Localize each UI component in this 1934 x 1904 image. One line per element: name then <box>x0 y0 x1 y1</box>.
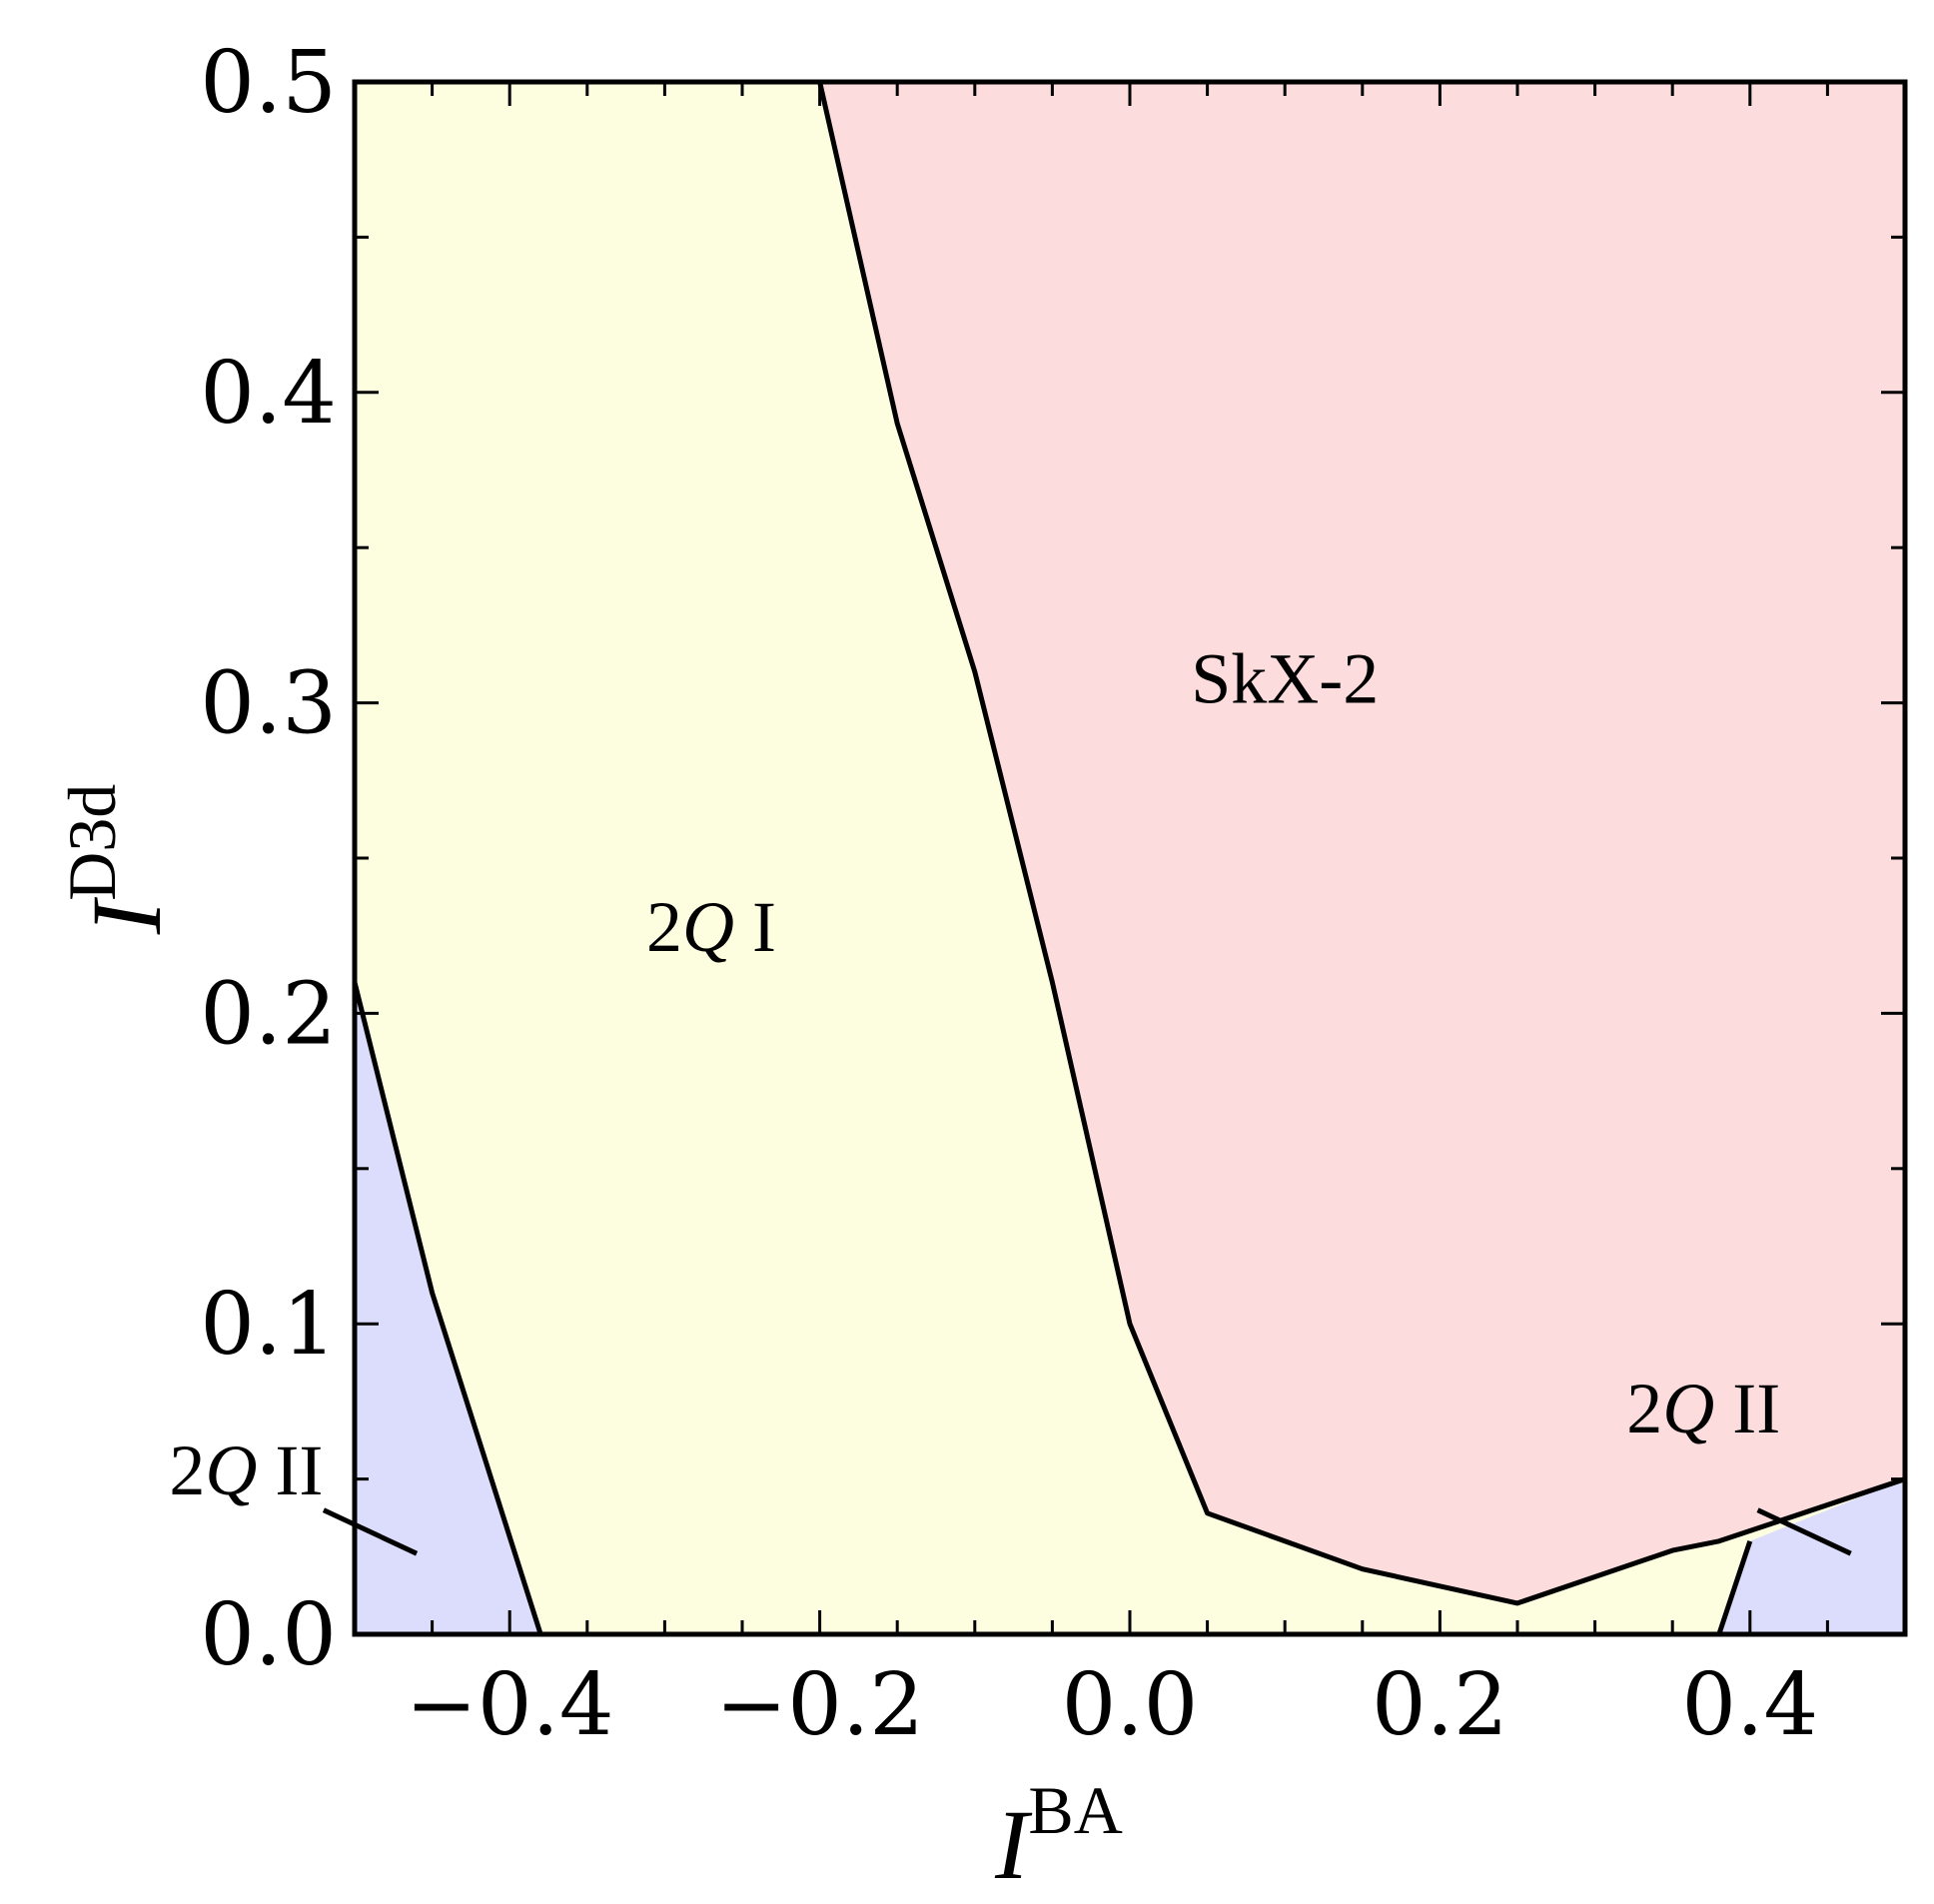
x-tick-label: 0.2 <box>1372 1655 1508 1755</box>
y-tick-label: 0.0 <box>200 1585 337 1685</box>
region-label-2q-i: 2Q I <box>646 887 776 967</box>
region-label-pointer <box>322 1507 419 1556</box>
y-tick-label: 0.5 <box>200 33 337 133</box>
y-axis-title-main: I <box>71 896 182 935</box>
y-tick-label: 0.2 <box>200 964 337 1064</box>
boundary-2q-ii-left <box>352 981 543 1635</box>
region-skx-2 <box>819 82 1905 1603</box>
plot-frame <box>352 79 1908 1637</box>
x-axis-title-sup: BA <box>1028 1772 1122 1848</box>
region-labels: SkX-2 2Q I 2Q II 2Q II <box>169 639 1852 1556</box>
region-label-2q-ii-right: 2Q II <box>1626 1369 1780 1448</box>
x-tick-label: 0.0 <box>1062 1655 1199 1755</box>
y-axis-title: ID3d <box>54 784 182 935</box>
region-label-skx-2: SkX-2 <box>1191 639 1379 719</box>
x-axis-title-main: I <box>994 1789 1033 1900</box>
tick-labels: −0.4 −0.2 0.0 0.2 0.4 0.0 0.1 0.2 0.3 0.4 0.5 <box>200 33 1818 1755</box>
region-2q-ii-right <box>1718 1478 1905 1634</box>
phase-boundaries <box>352 81 1906 1635</box>
x-tick-label: −0.4 <box>406 1655 614 1755</box>
y-axis-title-sup: D3d <box>54 784 130 901</box>
y-tick-label: 0.4 <box>200 344 337 444</box>
region-2q-ii-left <box>355 982 541 1634</box>
region-label-2q-ii-left: 2Q II <box>169 1430 323 1510</box>
boundary-2q-ii-right <box>1716 1540 1753 1635</box>
phase-regions <box>355 82 1905 1634</box>
x-tick-label: −0.2 <box>715 1655 924 1755</box>
y-tick-label: 0.1 <box>200 1275 337 1375</box>
x-tick-label: 0.4 <box>1681 1655 1818 1755</box>
y-tick-label: 0.3 <box>200 654 337 754</box>
region-label-pointer <box>1756 1507 1852 1556</box>
boundary-2q-i-skx-2 <box>817 81 1906 1606</box>
x-axis-title: IBA <box>994 1772 1123 1900</box>
